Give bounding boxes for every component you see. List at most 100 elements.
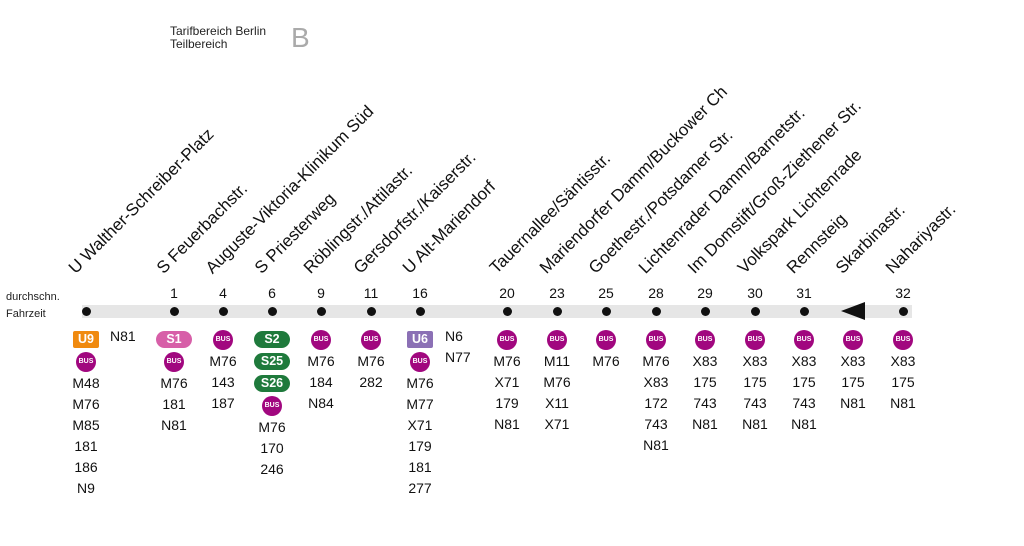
stop-dot xyxy=(81,307,91,316)
bus-icon: BUS xyxy=(547,330,567,350)
stop-connections: BUS M76 xyxy=(576,329,636,372)
bus-icon: BUS xyxy=(497,330,517,350)
stop-travel-time: 11 xyxy=(363,285,379,301)
tariff-sublabel: Teilbereich xyxy=(170,37,228,51)
line-number: 172 xyxy=(644,395,668,411)
stop-dot xyxy=(316,307,326,316)
bus-icon: BUS xyxy=(213,330,233,350)
line-number: M76 xyxy=(493,353,521,369)
stop-dot xyxy=(552,307,562,316)
line-number: 181 xyxy=(74,438,98,454)
line-number: 181 xyxy=(162,396,186,412)
line-number: M76 xyxy=(72,396,100,412)
bus-icon: BUS xyxy=(794,330,814,350)
tariff-zone: B xyxy=(291,22,310,53)
line-number: M76 xyxy=(258,419,286,435)
current-stop-arrow-icon xyxy=(841,302,865,320)
bus-icon: BUS xyxy=(596,330,616,350)
bus-icon: BUS xyxy=(843,330,863,350)
line-number: N81 xyxy=(840,395,866,411)
stop-connections: U9 BUS M48 M76 M85 181 186 N9 xyxy=(56,329,116,499)
line-number: M76 xyxy=(307,353,335,369)
stop-connections: BUS X83 175 N81 xyxy=(823,329,883,414)
line-number: X83 xyxy=(692,353,718,369)
stop-dot xyxy=(799,307,809,316)
stop-travel-time: 16 xyxy=(412,285,428,301)
line-number: 181 xyxy=(408,459,432,475)
line-badge: S2 xyxy=(254,331,290,348)
stop-dot xyxy=(898,307,908,316)
line-number: M11 xyxy=(543,353,571,369)
line-badge: S1 xyxy=(156,331,192,348)
line-number: N81 xyxy=(890,395,916,411)
line-number: 175 xyxy=(792,374,816,390)
stop-travel-time: 6 xyxy=(268,285,276,301)
stop-travel-time: 20 xyxy=(499,285,515,301)
line-number: 175 xyxy=(743,374,767,390)
line-number: M76 xyxy=(357,353,385,369)
line-badge: S25 xyxy=(254,353,290,370)
line-number: X83 xyxy=(840,353,866,369)
line-number: 277 xyxy=(408,480,432,496)
line-number: 743 xyxy=(644,416,668,432)
line-number: 246 xyxy=(260,461,284,477)
bus-icon: BUS xyxy=(164,352,184,372)
stop-travel-time: 1 xyxy=(170,285,178,301)
line-number: N6 xyxy=(445,328,463,344)
line-number: M76 xyxy=(160,375,188,391)
line-number: N81 xyxy=(692,416,718,432)
legend-line-1: durchschn. xyxy=(6,291,60,303)
line-number: N81 xyxy=(110,328,136,344)
line-number: N81 xyxy=(643,437,669,453)
stop-travel-time: 32 xyxy=(895,285,911,301)
stop-connections: BUS X83 175 743 N81 xyxy=(675,329,735,435)
line-number: 179 xyxy=(495,395,519,411)
line-badge: U9 xyxy=(73,331,99,348)
stop-travel-time: 4 xyxy=(219,285,227,301)
stop-dot xyxy=(169,307,179,316)
line-number: 187 xyxy=(211,395,235,411)
stop-connections: BUS X83 175 743 N81 xyxy=(725,329,785,435)
line-number: X83 xyxy=(742,353,768,369)
bus-icon: BUS xyxy=(893,330,913,350)
line-number: X83 xyxy=(643,374,669,390)
travel-time-legend: durchschn. Fahrzeit xyxy=(6,289,60,323)
bus-icon: BUS xyxy=(410,352,430,372)
line-number: M76 xyxy=(642,353,670,369)
stop-dot xyxy=(267,307,277,316)
bus-icon: BUS xyxy=(311,330,331,350)
stop-connections: S1 BUS M76 181 N81 xyxy=(144,329,204,436)
line-number: 186 xyxy=(74,459,98,475)
line-number: N81 xyxy=(791,416,817,432)
stop-connections: U6 BUS M76 M77 X71 179 181 277 xyxy=(390,329,450,499)
line-number: X71 xyxy=(494,374,520,390)
line-number: X83 xyxy=(791,353,817,369)
night-lines: N81 xyxy=(110,326,136,347)
line-number: 743 xyxy=(693,395,717,411)
legend-line-2: Fahrzeit xyxy=(6,308,46,320)
line-number: 175 xyxy=(693,374,717,390)
bus-icon: BUS xyxy=(76,352,96,372)
stop-travel-time: 23 xyxy=(549,285,565,301)
stop-travel-time: 30 xyxy=(747,285,763,301)
line-number: 170 xyxy=(260,440,284,456)
line-number: 175 xyxy=(841,374,865,390)
stop-dot xyxy=(651,307,661,316)
line-number: 179 xyxy=(408,438,432,454)
stop-dot xyxy=(366,307,376,316)
stop-connections: BUS M11 M76 X11 X71 xyxy=(527,329,587,435)
line-number: N84 xyxy=(308,395,334,411)
line-number: M76 xyxy=(406,375,434,391)
line-number: 184 xyxy=(309,374,333,390)
bus-icon: BUS xyxy=(695,330,715,350)
route-track xyxy=(82,305,912,318)
stop-connections: BUS X83 175 N81 xyxy=(873,329,933,414)
stop-travel-time: 28 xyxy=(648,285,664,301)
night-lines: N6 N77 xyxy=(445,326,471,368)
line-number: M76 xyxy=(543,374,571,390)
tariff-label: Tarifbereich Berlin xyxy=(170,24,267,38)
line-number: N81 xyxy=(742,416,768,432)
line-number: 175 xyxy=(891,374,915,390)
bus-icon: BUS xyxy=(262,396,282,416)
line-number: 143 xyxy=(211,374,235,390)
